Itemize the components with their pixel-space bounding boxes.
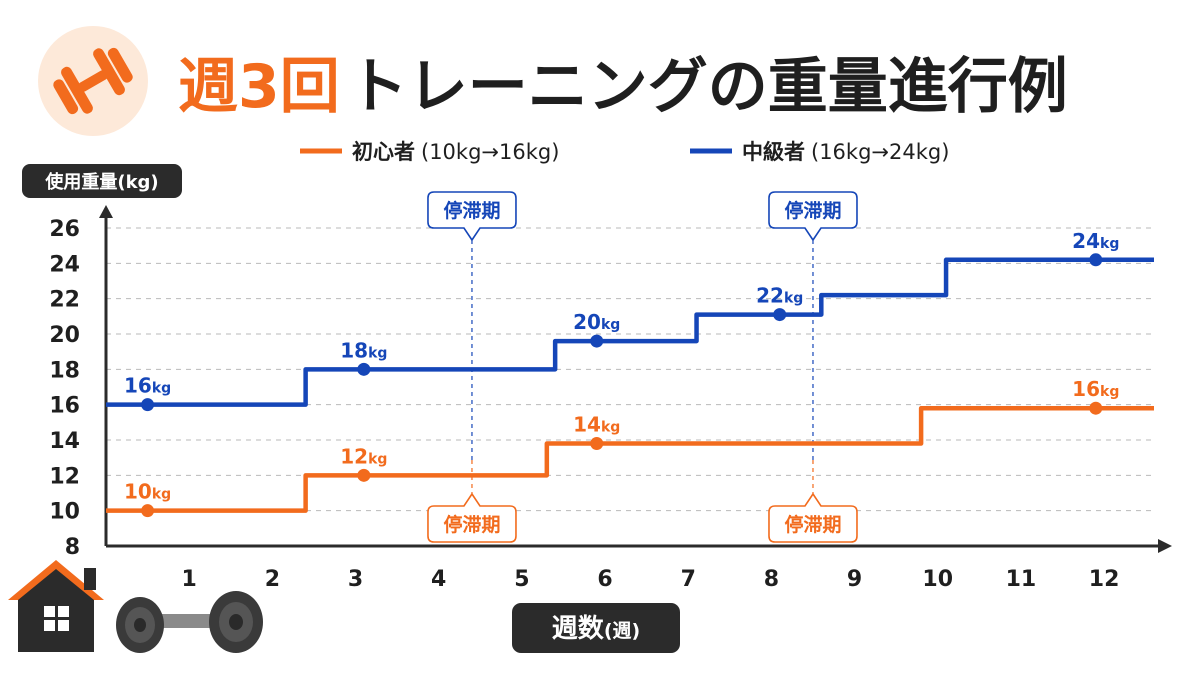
data-label: 20kg	[573, 310, 620, 334]
x-tick-label: 1	[182, 567, 197, 592]
data-label: 14kg	[573, 413, 620, 437]
title-accent: 週3回	[178, 52, 340, 122]
y-axis-label: 使用重量(kg)	[22, 164, 182, 198]
data-label: 10kg	[124, 480, 171, 504]
plateau-callout-text: 停滞期	[784, 199, 841, 222]
axes	[99, 205, 1172, 553]
svg-text:週数(週): 週数(週)	[552, 614, 640, 644]
plateau-callout-text: 停滞期	[443, 513, 500, 536]
plateau-callout-text: 停滞期	[443, 199, 500, 222]
legend-label-beginner: 初心者 (10kg→16kg)	[352, 140, 559, 164]
x-tick-label: 3	[348, 567, 363, 592]
x-tick-label: 7	[681, 567, 696, 592]
x-axis-label: 週数(週)	[512, 603, 680, 653]
data-point	[141, 504, 155, 518]
annotation-lines	[471, 240, 814, 494]
data-label: 16kg	[124, 374, 171, 398]
plateau-callout: 停滞期	[768, 492, 858, 543]
legend-label-intermediate: 中級者 (16kg→24kg)	[742, 140, 949, 164]
data-label: 18kg	[340, 338, 387, 362]
data-label: 16kg	[1072, 377, 1119, 401]
y-tick-label: 22	[49, 288, 80, 313]
house-icon	[8, 560, 104, 652]
y-tick-label: 24	[49, 252, 80, 277]
data-label: 24kg	[1072, 229, 1119, 253]
y-tick-label: 20	[49, 323, 80, 348]
x-tick-label: 5	[514, 567, 529, 592]
x-tick-label: 9	[847, 567, 862, 592]
data-point	[357, 362, 371, 376]
x-tick-label: 10	[922, 567, 953, 592]
plateau-callout: 停滞期	[427, 191, 517, 242]
legend: 初心者 (10kg→16kg) 中級者 (16kg→24kg)	[300, 140, 949, 164]
data-point	[590, 437, 604, 451]
data-point	[773, 308, 787, 322]
data-label: 22kg	[756, 284, 803, 308]
plateau-callout-box	[768, 191, 858, 242]
plateau-callout-box	[768, 492, 858, 543]
data-point	[1089, 253, 1103, 267]
data-point	[1089, 401, 1103, 415]
y-tick-label: 18	[49, 358, 80, 383]
plateau-callout: 停滞期	[768, 191, 858, 242]
data-label: 12kg	[340, 444, 387, 468]
title-rest: トレーニングの重量進行例	[348, 52, 1068, 122]
svg-text:使用重量(kg): 使用重量(kg)	[44, 171, 158, 193]
y-tick-label: 16	[49, 394, 80, 419]
x-tick-label: 2	[265, 567, 280, 592]
plateau-callout-box	[427, 191, 517, 242]
data-point	[357, 468, 371, 482]
dumbbell-icon	[53, 47, 133, 115]
x-axis-arrow	[1158, 539, 1172, 553]
plateau-callout: 停滞期	[427, 492, 517, 543]
y-tick-label: 8	[65, 535, 80, 560]
chart-title: 週3回 トレーニングの重量進行例	[178, 52, 1068, 122]
x-tick-label: 6	[597, 567, 612, 592]
data-point	[590, 334, 604, 348]
y-tick-label: 14	[49, 429, 80, 454]
x-tick-label: 12	[1089, 567, 1120, 592]
series-line-intermediate	[106, 257, 1154, 407]
x-tick-label: 8	[764, 567, 779, 592]
data-labels: 10kg 12kg 14kg 16kg 16kg 18kg 20kg 22kg 24kg	[124, 229, 1119, 504]
y-tick-label: 12	[49, 464, 80, 489]
grid	[106, 227, 1154, 512]
x-tick-label: 4	[431, 567, 446, 592]
y-axis-arrow	[99, 205, 113, 218]
series-line-beginner	[106, 405, 1154, 513]
y-tick-label: 10	[49, 500, 80, 525]
series	[106, 253, 1154, 518]
dumbbell-photo-icon	[116, 591, 263, 653]
data-point	[141, 398, 155, 412]
y-tick-label: 26	[49, 217, 80, 242]
plateau-callout-text: 停滞期	[784, 513, 841, 536]
plateau-callout-box	[427, 492, 517, 543]
x-tick-label: 11	[1006, 567, 1037, 592]
